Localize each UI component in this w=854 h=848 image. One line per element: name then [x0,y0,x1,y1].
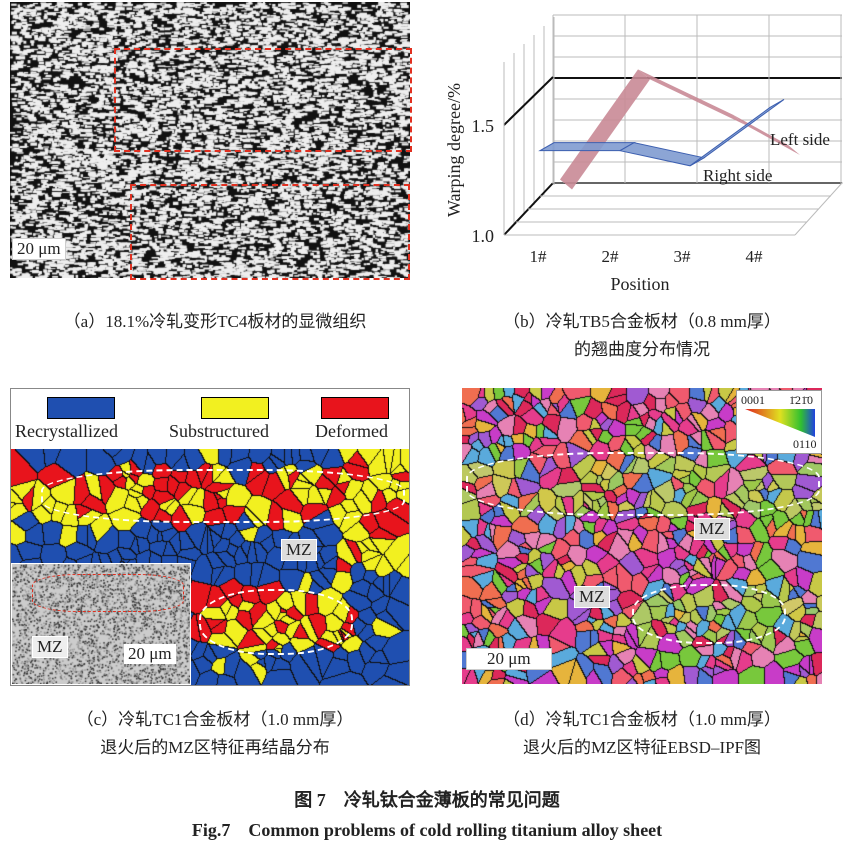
figure-title-en: Fig.7 Common problems of cold rolling ti… [191,820,663,840]
inset-scale-bar: 20 μm [124,644,176,664]
caption-c-line2: 退火后的MZ区特征再结晶分布 [100,738,330,757]
mz-outline-d2 [632,584,786,644]
legend-swatch-substructured [201,397,269,419]
legend-label-recrystallized: Recrystallized [15,421,118,441]
ribbon-segment-left [638,69,745,125]
scale-bar-a: 20 μm [12,238,66,260]
mz-outline-2 [199,589,353,655]
ebsd-ipf-map: 0001 1̄21̄0 0110 MZ MZ 20 μm [462,388,822,684]
caption-d-line1: （d）冷轧TC1合金板材（1.0 mm厚） [503,710,781,729]
caption-b-line1: （b）冷轧TB5合金板材（0.8 mm厚） [503,312,781,331]
inset-mz-label: MZ [32,636,68,658]
floor-edge [794,182,843,236]
figure-title-cn: 图 7 冷轧钛合金薄板的常见问题 [294,790,560,810]
scale-bar-d: 20 μm [466,648,552,670]
x-axis-label: Position [610,274,669,294]
inset-mz-outline [32,574,184,612]
recrystallization-map: Recrystallized Substructured Deformed MZ… [10,388,410,686]
warping-chart: 1.0 1.5 Warping degree/% 1# 2# 3# 4# Position Le… [444,14,843,294]
x-tick-label: 4# [746,247,764,266]
mz-label-d1: MZ [694,518,730,540]
caption-a: （a）18.1%冷轧变形TC4板材的显微组织 [63,312,367,331]
x-tick-label: 1# [530,247,548,266]
highlight-region-1 [114,48,412,152]
highlight-region-2 [130,184,410,280]
ipf-key-0001: 0001 [741,393,765,407]
inset-micrograph: MZ 20 μm [11,563,191,685]
ribbon-segment-left [560,69,650,190]
legend-label-substructured: Substructured [169,421,269,441]
mz-label-c: MZ [281,539,317,561]
ipf-key-1210: 1̄21̄0 [789,393,813,407]
micrograph-a: 20 μm [10,2,412,280]
caption-d-line2: 退火后的MZ区特征EBSD–IPF图 [522,738,762,757]
caption-c-line1: （c）冷轧TC1合金板材（1.0 mm厚） [76,710,354,729]
legend-swatch-deformed [321,397,389,419]
series-label-left: Left side [770,130,830,149]
y-tick-label: 1.5 [472,116,495,136]
ipf-key-0110: 0110 [793,437,817,451]
axis-line-mid-side [503,76,554,126]
mz-label-d2: MZ [574,586,610,608]
mz-outline-1 [41,469,405,523]
legend-swatch-recrystallized [47,397,115,419]
caption-b-line2: 的翘曲度分布情况 [574,340,710,359]
ribbon-segment-right [689,99,785,167]
ipf-color-key: 0001 1̄21̄0 0110 [736,390,822,454]
ribbon-segment-right [538,142,636,152]
ipf-color-triangle [745,409,815,437]
series-label-right: Right side [703,166,772,185]
y-axis-label: Warping degree/% [444,83,464,217]
x-tick-label: 3# [674,247,692,266]
mz-outline-d1 [466,452,820,516]
x-tick-label: 2# [602,247,620,266]
y-tick-label: 1.0 [472,226,495,246]
legend-label-deformed: Deformed [315,421,388,441]
